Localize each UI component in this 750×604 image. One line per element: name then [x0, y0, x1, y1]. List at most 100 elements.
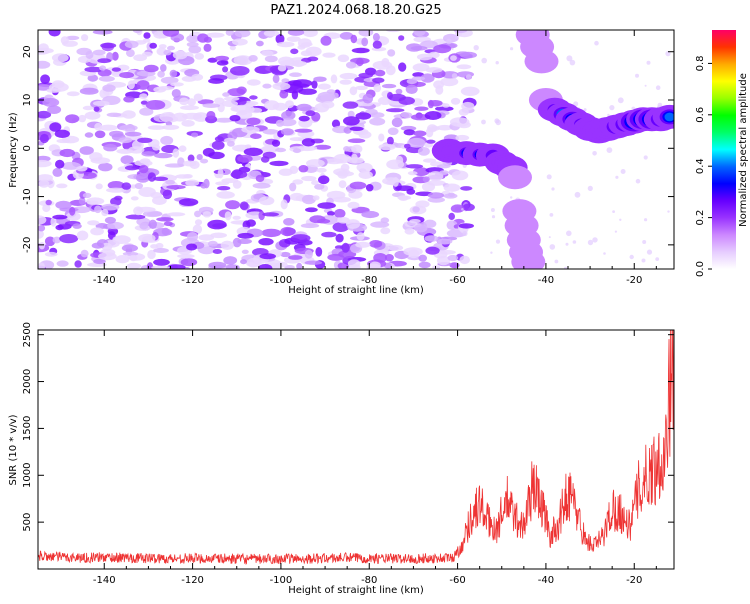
- spectrogram-noise-dot: [554, 259, 559, 264]
- spectrogram-noise-blob: [272, 82, 291, 91]
- spectrogram-noise-blob: [222, 92, 230, 97]
- spectrogram-noise-blob: [458, 223, 474, 229]
- spectrogram-noise-blob: [386, 159, 405, 170]
- spectrogram-noise-blob: [153, 30, 166, 39]
- spectrogram-noise-blob: [166, 185, 186, 190]
- spectrogram-noise-blob: [48, 30, 61, 37]
- spectrogram-noise-blob: [227, 88, 246, 97]
- spectrogram-noise-blob: [153, 248, 169, 253]
- spectrogram-feature-mark: [536, 57, 547, 66]
- spectrogram-y-axis-label: Frequency (Hz): [8, 112, 19, 188]
- spectrogram-noise-blob: [311, 80, 318, 89]
- spectrogram-noise-blob: [424, 142, 433, 148]
- spectrogram-noise-blob: [92, 100, 110, 107]
- spectrogram-noise-dot: [569, 59, 576, 66]
- x-tick-label: -60: [449, 275, 465, 286]
- spectrogram-noise-blob: [349, 126, 364, 131]
- spectrogram-noise-dot: [491, 215, 496, 219]
- spectrogram-noise-blob: [150, 192, 162, 199]
- spectrogram-noise-dot: [548, 236, 551, 239]
- spectrogram-noise-blob: [241, 126, 260, 134]
- spectrogram-noise-blob: [200, 183, 207, 189]
- spectrogram-noise-blob: [150, 244, 159, 249]
- spectrogram-noise-blob: [159, 112, 176, 123]
- spectrogram-noise-blob: [153, 258, 170, 266]
- spectrogram-noise-blob: [154, 152, 173, 159]
- spectrogram-noise-blob: [187, 232, 198, 242]
- y-tick-label: 1500: [22, 416, 33, 441]
- spectrogram-noise-blob: [462, 203, 475, 211]
- spectrogram-noise-blob: [301, 138, 315, 147]
- spectrogram-noise-blob: [460, 86, 480, 97]
- spectrogram-noise-blob: [224, 96, 240, 102]
- spectrogram-noise-blob: [82, 192, 92, 199]
- spectrogram-noise-blob: [346, 219, 361, 229]
- spectrogram-noise-blob: [136, 80, 150, 90]
- spectrogram-noise-blob: [149, 42, 157, 49]
- spectrogram-noise-blob: [134, 160, 153, 167]
- spectrogram-noise-blob: [320, 35, 332, 46]
- x-tick-label: -80: [361, 575, 377, 586]
- spectrogram-noise-blob: [42, 97, 60, 107]
- spectrogram-noise-blob: [358, 170, 373, 179]
- x-tick-label: -100: [270, 275, 293, 286]
- spectrogram-noise-blob: [395, 88, 403, 95]
- spectrogram-noise-blob: [38, 225, 46, 232]
- spectrogram-noise-blob: [288, 255, 303, 260]
- spectrogram-noise-blob: [143, 64, 159, 73]
- spectrogram-noise-blob: [123, 96, 135, 103]
- spectrogram-noise-blob: [207, 57, 218, 63]
- spectrogram-noise-blob: [302, 30, 318, 38]
- spectrogram-noise-blob: [85, 50, 94, 60]
- spectrogram-noise-blob: [106, 112, 122, 118]
- spectrogram-noise-blob: [84, 132, 94, 138]
- spectrogram-y-ticks: -20 -10 0 10 20: [22, 45, 674, 253]
- spectrogram-noise-blob: [230, 66, 250, 76]
- spectrogram-noise-dot: [566, 55, 573, 62]
- spectrogram-noise-blob: [207, 240, 218, 247]
- spectrogram-noise-dot: [612, 210, 615, 214]
- spectrogram-noise-blob: [225, 30, 234, 36]
- spectrogram-noise-blob: [39, 242, 45, 250]
- spectrogram-noise-blob: [134, 182, 143, 190]
- spectrogram-noise-blob: [289, 182, 297, 192]
- spectrogram-noise-blob: [153, 176, 169, 181]
- spectrogram-noise-blob: [380, 227, 391, 235]
- spectrogram-noise-blob: [221, 100, 238, 107]
- spectrogram-noise-blob: [418, 261, 431, 269]
- spectrogram-noise-dot: [642, 240, 647, 244]
- spectrogram-noise-blob: [180, 105, 199, 111]
- spectrogram-noise-blob: [412, 63, 430, 72]
- spectrogram-noise-blob: [147, 172, 156, 182]
- spectrogram-noise-blob: [211, 140, 225, 150]
- spectrogram-noise-blob: [208, 151, 225, 160]
- spectrogram-noise-blob: [261, 50, 274, 57]
- spectrogram-noise-blob: [59, 207, 79, 212]
- spectrogram-noise-blob: [191, 132, 199, 138]
- spectrogram-noise-blob: [163, 49, 172, 56]
- spectrogram-noise-blob: [262, 129, 279, 135]
- spectrogram-noise-blob: [398, 195, 409, 202]
- spectrogram-noise-blob: [249, 95, 258, 100]
- spectrogram-noise-blob: [335, 233, 344, 243]
- spectrogram-noise-blob: [162, 189, 173, 200]
- spectrogram-noise-blob: [347, 157, 364, 164]
- spectrogram-noise-blob: [437, 238, 453, 245]
- spectrogram-noise-blob: [327, 211, 335, 216]
- spectrogram-feature-mark: [523, 257, 534, 267]
- spectrogram-noise-blob: [133, 54, 148, 62]
- spectrogram-noise-blob: [460, 51, 477, 59]
- snr-series-line: [38, 330, 674, 565]
- spectrogram-noise-dot: [617, 97, 624, 104]
- spectrogram-noise-blob: [122, 251, 139, 256]
- spectrogram-noise-blob: [119, 124, 138, 132]
- spectrogram-noise-blob: [246, 117, 261, 126]
- spectrogram-noise-blob: [427, 192, 445, 199]
- spectrogram-noise-blob: [78, 114, 87, 123]
- spectrogram-noise-blob: [321, 231, 337, 238]
- spectrogram-noise-blob: [349, 181, 367, 190]
- spectrogram-noise-dot: [583, 108, 587, 112]
- spectrogram-noise-blob: [80, 249, 89, 258]
- spectrogram-noise-blob: [278, 56, 294, 66]
- x-tick-label: -100: [270, 575, 293, 586]
